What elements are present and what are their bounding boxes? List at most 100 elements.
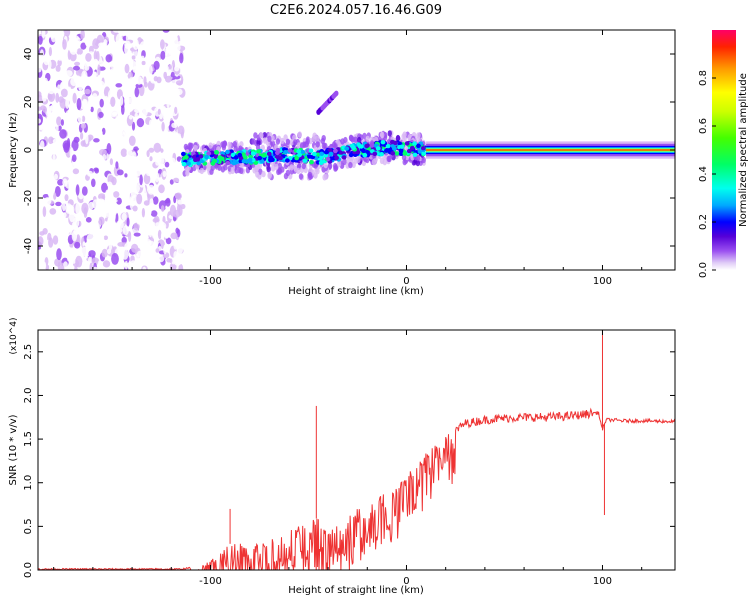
noise-dot	[177, 199, 184, 205]
y-tick-label: 1.0	[23, 475, 34, 491]
band-halo	[365, 135, 370, 143]
noise-dot	[81, 70, 88, 81]
noise-dot	[84, 88, 91, 95]
colorbar-label: Normalized spectral amplitude	[738, 73, 749, 227]
noise-dot	[98, 71, 105, 77]
noise-dot	[139, 174, 143, 186]
band-core	[195, 157, 201, 162]
x-tick-label: 0	[403, 276, 409, 287]
band-core	[181, 162, 187, 167]
band-core	[328, 151, 334, 157]
noise-dot	[46, 129, 54, 136]
noise-dot	[105, 66, 110, 73]
noise-dot	[128, 135, 136, 146]
noise-dot	[78, 79, 83, 92]
noise-dot	[155, 46, 160, 55]
band-core	[302, 158, 308, 163]
steady-tone	[426, 138, 675, 162]
noise-dot	[136, 215, 141, 225]
noise-dot	[89, 262, 93, 270]
noise-speckle	[38, 30, 186, 270]
band-core	[308, 148, 314, 153]
noise-dot	[121, 236, 127, 244]
noise-dot	[134, 86, 140, 98]
noise-dot	[56, 49, 64, 61]
band-core	[334, 155, 339, 160]
noise-dot	[146, 65, 150, 76]
noise-dot	[142, 137, 147, 144]
noise-dot	[158, 88, 162, 98]
band-core	[256, 149, 261, 154]
noise-dot	[53, 220, 58, 230]
noise-dot	[80, 42, 87, 50]
noise-dot	[133, 232, 141, 237]
noise-dot	[155, 221, 159, 232]
noise-dot	[56, 248, 62, 261]
noise-dot	[58, 96, 64, 103]
noise-dot	[112, 77, 116, 82]
noise-dot	[55, 65, 61, 72]
noise-dot	[180, 30, 185, 41]
band-halo	[227, 141, 232, 148]
band-halo	[308, 173, 313, 181]
noise-dot	[110, 231, 119, 240]
noise-dot	[160, 50, 166, 60]
band-core	[186, 161, 192, 166]
noise-dot	[158, 157, 165, 165]
noise-dot	[136, 193, 143, 205]
noise-dot	[78, 212, 85, 220]
noise-dot	[54, 186, 61, 197]
noise-dot	[72, 161, 77, 167]
noise-dot	[79, 59, 88, 66]
noise-dot	[41, 30, 46, 39]
noise-dot	[173, 239, 178, 250]
noise-dot	[115, 83, 123, 88]
noise-dot	[124, 96, 130, 106]
band-core	[181, 151, 186, 157]
noise-dot	[64, 160, 73, 170]
band-halo	[296, 167, 301, 175]
band-core	[379, 152, 384, 157]
noise-dot	[52, 153, 56, 163]
noise-dot	[75, 184, 80, 196]
band-core	[394, 151, 400, 156]
noise-dot	[62, 216, 66, 224]
noise-dot	[79, 149, 87, 157]
band-core	[198, 154, 204, 159]
noise-dot	[157, 100, 165, 108]
noise-dot	[141, 207, 145, 218]
noise-dot	[157, 108, 161, 115]
band-core	[351, 145, 356, 150]
noise-dot	[145, 124, 152, 130]
band-core	[341, 155, 347, 160]
band-halo	[189, 142, 194, 150]
noise-dot	[151, 230, 157, 239]
noise-dot	[134, 108, 141, 114]
noise-dot	[57, 210, 63, 218]
snr-y-ticks: 0.0 0.5 1.0 1.5 2.0 2.5	[23, 344, 675, 578]
y-tick-label: 0.0	[23, 562, 34, 578]
noise-dot	[109, 208, 113, 219]
noise-dot	[71, 154, 77, 162]
noise-dot	[148, 226, 153, 238]
noise-dot	[91, 178, 96, 188]
noise-dot	[169, 258, 173, 264]
band-halo	[340, 138, 345, 145]
noise-dot	[49, 208, 57, 215]
band-halo	[315, 168, 320, 175]
noise-dot	[132, 66, 138, 73]
noise-dot	[148, 147, 155, 153]
band-halo	[183, 143, 189, 151]
band-halo	[333, 162, 338, 170]
noise-dot	[146, 57, 151, 65]
band-core	[344, 146, 350, 151]
band-halo	[401, 154, 407, 161]
noise-dot	[150, 210, 158, 217]
band-halo	[407, 134, 412, 141]
noise-dot	[141, 55, 145, 61]
noise-dot	[52, 138, 58, 144]
band-core	[225, 149, 230, 155]
band-halo	[210, 164, 215, 171]
spectrogram-x-label: Height of straight line (km)	[288, 286, 424, 297]
noise-dot	[89, 224, 94, 237]
